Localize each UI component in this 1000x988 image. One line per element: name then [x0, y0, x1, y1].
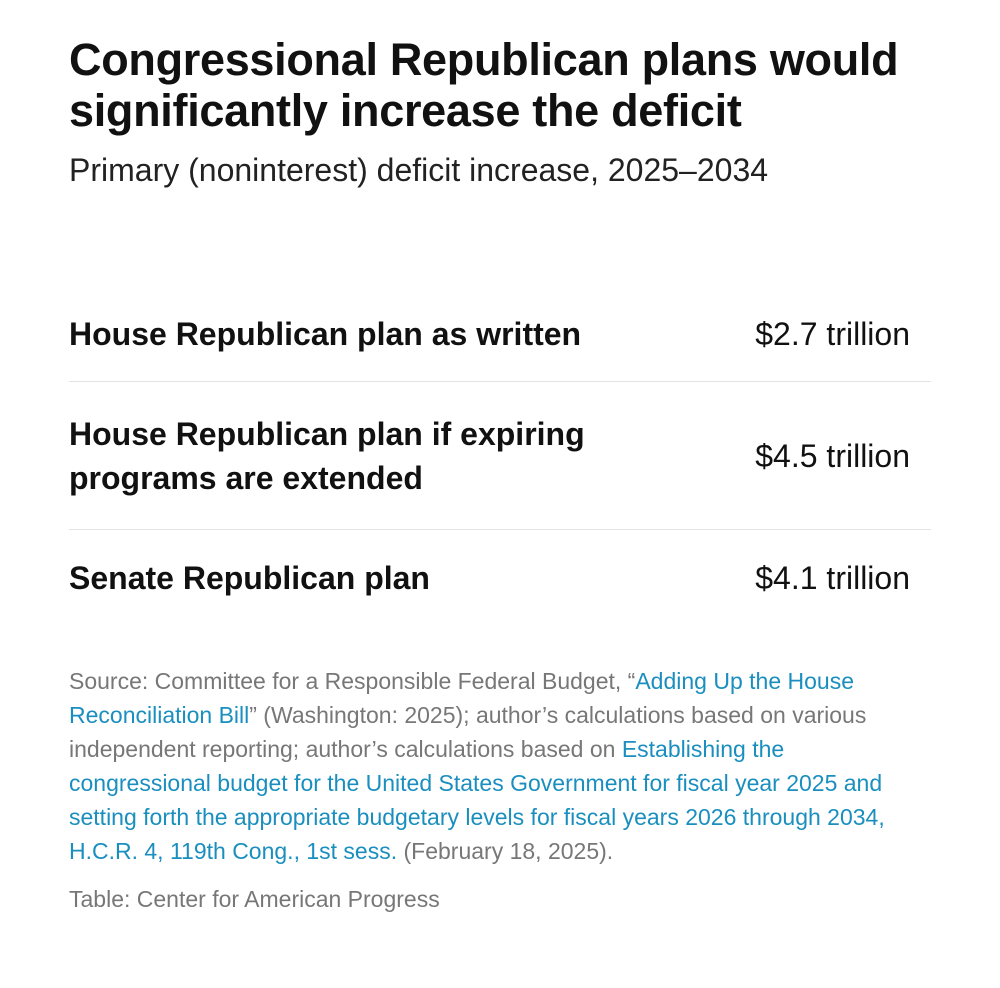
row-label: Senate Republican plan: [69, 560, 430, 596]
chart-subtitle: Primary (noninterest) deficit increase, …: [69, 152, 769, 188]
chart-title: Congressional Republican plans would sig…: [69, 34, 899, 136]
source-note: Source: Committee for a Responsible Fede…: [69, 664, 919, 868]
source-link-reconciliation-bill[interactable]: Adding Up the House Reconciliation Bill: [69, 668, 854, 728]
row-label: House Republican plan if expiring progra…: [69, 415, 585, 496]
row-value: $4.5 trillion: [755, 437, 910, 474]
source-prefix: Source: Committee for a Responsible Fede…: [69, 668, 636, 694]
source-suffix: (February 18, 2025).: [397, 838, 614, 864]
deficit-table: House Republican plan as written $2.7 tr…: [69, 286, 931, 626]
row-value: $2.7 trillion: [755, 315, 910, 352]
table-row: House Republican plan if expiring progra…: [69, 382, 931, 530]
source-middle: ” (Washington: 2025); author’s calculati…: [69, 702, 867, 762]
table-credit: Table: Center for American Progress: [69, 886, 440, 912]
table-row: House Republican plan as written $2.7 tr…: [69, 286, 931, 382]
source-link-budget-resolution[interactable]: Establishing the congressional budget fo…: [69, 736, 885, 864]
row-value: $4.1 trillion: [755, 560, 910, 596]
row-label: House Republican plan as written: [69, 315, 582, 352]
table-row: Senate Republican plan $4.1 trillion: [69, 530, 931, 626]
chart-container: Congressional Republican plans would sig…: [69, 34, 931, 916]
